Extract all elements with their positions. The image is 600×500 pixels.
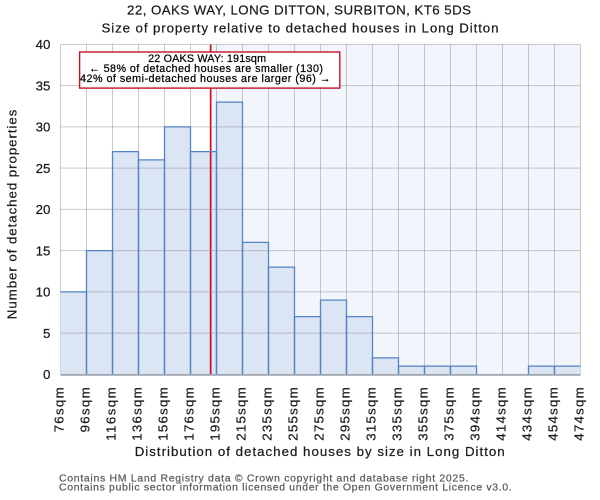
svg-text:255sqm: 255sqm xyxy=(286,387,301,441)
svg-text:235sqm: 235sqm xyxy=(260,387,275,441)
svg-text:22 OAKS WAY: 191sqm: 22 OAKS WAY: 191sqm xyxy=(148,53,266,65)
svg-text:Distribution of detached house: Distribution of detached houses by size … xyxy=(135,444,505,459)
svg-text:30: 30 xyxy=(36,120,51,135)
svg-text:116sqm: 116sqm xyxy=(104,387,119,441)
svg-text:375sqm: 375sqm xyxy=(442,387,457,441)
svg-text:0: 0 xyxy=(43,367,50,382)
svg-text:35: 35 xyxy=(36,78,51,93)
svg-text:315sqm: 315sqm xyxy=(364,387,379,441)
svg-text:40: 40 xyxy=(36,37,51,52)
svg-text:414sqm: 414sqm xyxy=(494,387,509,441)
svg-text:Number of detached properties: Number of detached properties xyxy=(4,109,19,319)
svg-text:22, OAKS WAY, LONG DITTON, SUR: 22, OAKS WAY, LONG DITTON, SURBITON, KT6… xyxy=(127,3,471,18)
svg-text:215sqm: 215sqm xyxy=(234,387,249,441)
svg-text:176sqm: 176sqm xyxy=(182,387,197,441)
svg-text:42% of semi-detached houses ar: 42% of semi-detached houses are larger (… xyxy=(80,73,331,85)
svg-text:10: 10 xyxy=(36,285,51,300)
svg-text:454sqm: 454sqm xyxy=(546,387,561,441)
svg-text:20: 20 xyxy=(36,202,51,217)
svg-text:295sqm: 295sqm xyxy=(338,387,353,441)
svg-text:156sqm: 156sqm xyxy=(156,387,171,441)
svg-text:275sqm: 275sqm xyxy=(312,387,327,441)
svg-text:15: 15 xyxy=(36,243,51,258)
svg-text:Contains public sector informa: Contains public sector information licen… xyxy=(59,481,512,493)
svg-text:474sqm: 474sqm xyxy=(572,387,587,441)
svg-text:Contains HM Land Registry data: Contains HM Land Registry data © Crown c… xyxy=(59,472,468,484)
svg-text:25: 25 xyxy=(36,161,51,176)
svg-text:335sqm: 335sqm xyxy=(390,387,405,441)
svg-text:434sqm: 434sqm xyxy=(520,387,535,441)
svg-text:5: 5 xyxy=(43,326,50,341)
svg-text:76sqm: 76sqm xyxy=(52,387,67,432)
svg-text:136sqm: 136sqm xyxy=(130,387,145,441)
svg-text:96sqm: 96sqm xyxy=(78,387,93,432)
svg-text:195sqm: 195sqm xyxy=(208,387,223,441)
svg-text:← 58% of detached houses are s: ← 58% of detached houses are smaller (13… xyxy=(89,63,323,75)
svg-text:Size of property relative to d: Size of property relative to detached ho… xyxy=(102,20,499,35)
svg-text:355sqm: 355sqm xyxy=(416,387,431,441)
svg-text:394sqm: 394sqm xyxy=(468,387,483,441)
